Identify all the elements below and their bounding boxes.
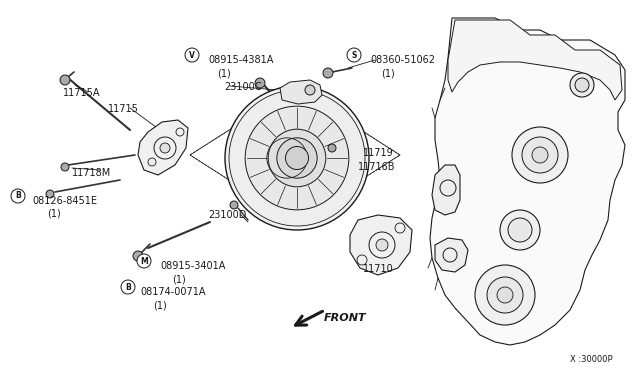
- Circle shape: [277, 138, 317, 178]
- Polygon shape: [432, 165, 460, 215]
- Text: (1): (1): [172, 274, 186, 284]
- Circle shape: [11, 189, 25, 203]
- Circle shape: [137, 254, 151, 268]
- Circle shape: [185, 48, 199, 62]
- Text: 11715A: 11715A: [63, 88, 100, 98]
- Circle shape: [575, 78, 589, 92]
- Circle shape: [133, 251, 143, 261]
- Circle shape: [255, 78, 265, 88]
- Text: S: S: [351, 51, 356, 60]
- Circle shape: [121, 280, 135, 294]
- Text: 08174-0071A: 08174-0071A: [140, 287, 205, 297]
- Text: 08915-3401A: 08915-3401A: [160, 261, 225, 271]
- Text: FRONT: FRONT: [324, 313, 367, 323]
- Text: 11718M: 11718M: [72, 168, 111, 178]
- Circle shape: [229, 90, 365, 226]
- Text: 23100C: 23100C: [224, 82, 262, 92]
- Circle shape: [285, 147, 308, 170]
- Circle shape: [497, 287, 513, 303]
- Polygon shape: [430, 18, 625, 345]
- Circle shape: [500, 210, 540, 250]
- Circle shape: [475, 265, 535, 325]
- Text: (1): (1): [217, 68, 231, 78]
- Circle shape: [347, 48, 361, 62]
- Text: 08915-4381A: 08915-4381A: [208, 55, 273, 65]
- Text: 08360-51062: 08360-51062: [370, 55, 435, 65]
- Polygon shape: [350, 215, 412, 275]
- Text: 08126-8451E: 08126-8451E: [32, 196, 97, 206]
- Text: 11715: 11715: [108, 104, 139, 114]
- Text: B: B: [15, 192, 21, 201]
- Circle shape: [60, 75, 70, 85]
- Text: M: M: [140, 257, 148, 266]
- Circle shape: [532, 147, 548, 163]
- Polygon shape: [435, 238, 468, 272]
- Circle shape: [508, 218, 532, 242]
- Text: (1): (1): [153, 300, 167, 310]
- Polygon shape: [448, 20, 622, 100]
- Circle shape: [268, 129, 326, 187]
- Circle shape: [323, 68, 333, 78]
- Circle shape: [46, 190, 54, 198]
- Text: 11710: 11710: [363, 264, 394, 274]
- Circle shape: [328, 144, 336, 152]
- Text: (1): (1): [381, 68, 395, 78]
- Text: X :30000P: X :30000P: [570, 355, 612, 364]
- Polygon shape: [138, 120, 188, 175]
- Polygon shape: [280, 80, 322, 104]
- Circle shape: [305, 85, 315, 95]
- Text: B: B: [125, 282, 131, 292]
- Text: 23100D: 23100D: [208, 210, 246, 220]
- Circle shape: [570, 73, 594, 97]
- Text: 11719: 11719: [363, 148, 394, 158]
- Circle shape: [225, 86, 369, 230]
- Circle shape: [160, 143, 170, 153]
- Circle shape: [487, 277, 523, 313]
- Circle shape: [245, 106, 349, 210]
- Circle shape: [376, 239, 388, 251]
- Text: V: V: [189, 51, 195, 60]
- Circle shape: [230, 201, 238, 209]
- Circle shape: [522, 137, 558, 173]
- Text: 11716B: 11716B: [358, 162, 396, 172]
- Circle shape: [61, 163, 69, 171]
- Text: (1): (1): [47, 209, 61, 219]
- Circle shape: [512, 127, 568, 183]
